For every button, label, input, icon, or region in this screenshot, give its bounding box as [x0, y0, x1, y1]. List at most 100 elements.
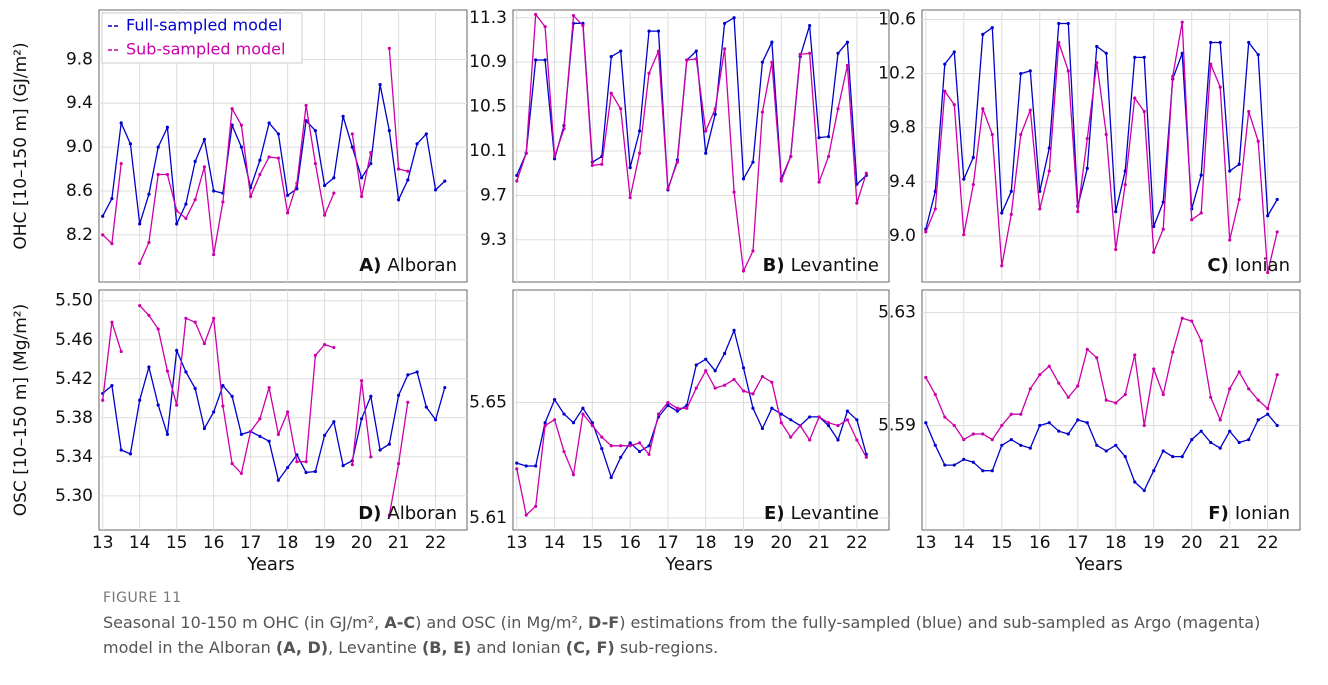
x-tick-label: 20 — [770, 533, 792, 553]
data-point — [760, 426, 765, 431]
data-point — [221, 384, 225, 388]
data-point — [1218, 418, 1222, 422]
data-point — [1247, 40, 1251, 45]
y-tick-label: 9.8 — [66, 49, 93, 69]
data-point — [147, 365, 151, 369]
panel-label: B) Levantine — [763, 255, 879, 276]
data-point — [1237, 370, 1241, 374]
plot-area — [921, 289, 1301, 531]
y-tick-label: 8.6 — [66, 181, 93, 201]
data-point — [760, 110, 765, 114]
data-point — [600, 447, 604, 451]
data-point — [1171, 74, 1175, 78]
y-tick-label: 10.2 — [878, 64, 916, 84]
panel-label: F) Ionian — [1208, 503, 1290, 524]
data-point — [1028, 69, 1032, 73]
data-point — [406, 169, 410, 173]
data-point — [212, 410, 216, 414]
data-point — [981, 107, 985, 111]
data-point — [1038, 189, 1042, 193]
data-point — [723, 47, 727, 51]
data-point — [239, 123, 243, 127]
data-point — [138, 398, 142, 402]
data-point — [770, 60, 774, 64]
data-point — [1133, 96, 1137, 100]
data-point — [350, 145, 354, 149]
x-tick-label: 13 — [92, 533, 114, 553]
y-tick-label: 5.59 — [878, 416, 916, 436]
data-point — [202, 165, 207, 169]
data-point — [864, 171, 868, 175]
series-line — [925, 22, 1278, 230]
data-point — [609, 475, 613, 480]
data-point — [647, 452, 651, 457]
data-point — [952, 423, 956, 428]
data-point — [1180, 20, 1184, 24]
data-point — [286, 193, 290, 197]
data-point — [1228, 387, 1232, 391]
data-point — [619, 444, 623, 448]
y-tick-label: 10.6 — [878, 9, 916, 29]
data-point — [110, 242, 114, 246]
data-point — [323, 213, 327, 217]
data-point — [147, 240, 151, 245]
data-point — [387, 46, 391, 50]
data-point — [552, 418, 557, 422]
data-point — [1256, 398, 1260, 402]
data-point — [175, 403, 179, 407]
data-point — [1095, 61, 1099, 65]
data-point — [562, 449, 566, 454]
data-point — [128, 452, 133, 456]
x-tick-label: 19 — [314, 533, 336, 553]
x-tick-label: 17 — [1067, 533, 1089, 553]
data-point — [628, 196, 632, 200]
data-point — [443, 179, 447, 183]
data-point — [1000, 264, 1004, 268]
data-point — [713, 107, 717, 111]
data-point — [628, 444, 632, 448]
y-tick-label: 9.3 — [480, 230, 507, 250]
x-tick-label: 18 — [695, 533, 717, 553]
data-point — [1247, 438, 1251, 442]
data-point — [1152, 224, 1156, 229]
data-point — [138, 261, 142, 265]
data-point — [962, 457, 966, 462]
data-point — [332, 191, 336, 195]
data-point — [826, 423, 831, 428]
panel-letter: B) — [763, 255, 785, 276]
x-tick-label: 22 — [425, 533, 447, 553]
y-tick-label: 11.3 — [469, 8, 507, 28]
data-point — [304, 470, 308, 475]
data-point — [524, 513, 528, 517]
caption-segment: ) estimations from the fully-sampled (bl… — [103, 613, 1261, 657]
data-point — [741, 366, 746, 370]
data-point — [239, 145, 243, 149]
y-tick-label: 9.4 — [889, 172, 916, 192]
data-point — [609, 91, 613, 95]
caption-segment: A-C — [384, 613, 416, 632]
data-point — [1095, 356, 1099, 360]
data-point — [276, 132, 280, 136]
data-point — [524, 464, 528, 468]
data-point — [1161, 227, 1165, 231]
caption-segment: (A, D) — [275, 638, 329, 657]
data-point — [415, 142, 419, 146]
data-point — [249, 429, 253, 434]
data-point — [286, 410, 290, 414]
data-point — [933, 443, 937, 447]
panel-region: Ionian — [1235, 503, 1290, 524]
data-point — [924, 230, 928, 234]
data-point — [147, 192, 151, 196]
data-point — [1076, 384, 1080, 388]
y-tick-label: 5.30 — [55, 486, 93, 506]
data-point — [406, 178, 410, 182]
data-point — [359, 417, 364, 421]
data-point — [808, 415, 812, 419]
data-point — [694, 57, 698, 61]
data-point — [675, 409, 679, 413]
data-point — [433, 418, 438, 422]
y-tick-label: 9.4 — [66, 93, 93, 113]
x-tick-label: 22 — [846, 533, 868, 553]
data-point — [276, 156, 280, 160]
